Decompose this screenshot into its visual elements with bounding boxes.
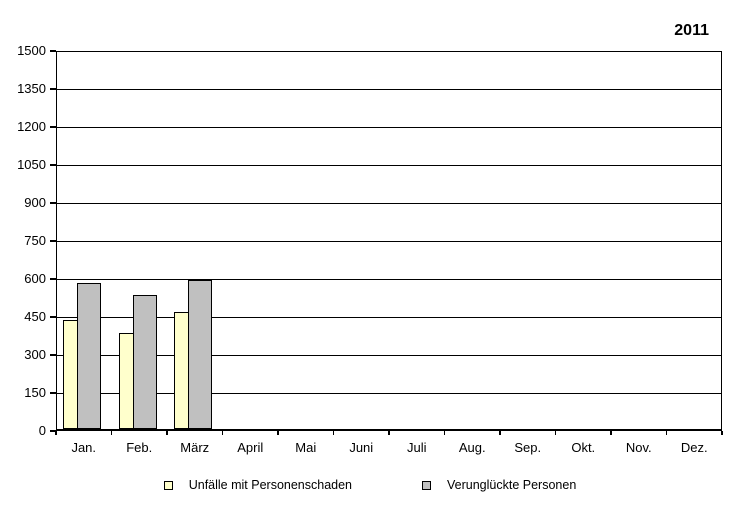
x-axis-tick (610, 431, 612, 435)
x-axis-tick (721, 431, 723, 435)
x-axis-tick (554, 431, 557, 435)
gridline-300 (57, 355, 721, 357)
bar-unfaelle-feb (118, 333, 134, 429)
legend: Unfälle mit Personenschaden Verunglückte … (0, 478, 740, 493)
x-axis-tick (277, 431, 279, 435)
x-axis-tick (388, 431, 390, 435)
y-axis-tick-label: 0 (38, 423, 46, 438)
y-axis-tick-label: 1050 (17, 157, 46, 172)
x-axis-tick (166, 431, 168, 435)
y-axis-tick (50, 392, 56, 394)
y-axis-tick (50, 240, 56, 242)
gridline-1050 (57, 165, 721, 167)
y-axis-tick (50, 316, 56, 318)
x-axis-tick (443, 431, 446, 435)
bar-verunglueckte-märz (188, 280, 213, 429)
legend-item-unfaelle: Unfälle mit Personenschaden (163, 478, 353, 493)
y-axis-tick-label: 450 (24, 309, 46, 324)
x-axis-tick (110, 431, 113, 435)
x-axis-label-aug: Aug. (458, 440, 486, 455)
y-axis-tick-label: 900 (24, 195, 46, 210)
gridline-750 (57, 241, 721, 243)
legend-marker-unfaelle (163, 481, 173, 490)
y-axis-tick (50, 354, 56, 356)
plot-area (56, 51, 722, 431)
y-axis-tick-label: 750 (24, 233, 46, 248)
bar-unfaelle-jan (63, 320, 79, 429)
y-axis-tick (50, 88, 56, 90)
gridline-900 (57, 203, 721, 205)
x-axis-label-mai: Mai (295, 440, 317, 455)
x-axis-tick (499, 431, 501, 435)
gridline-1350 (57, 89, 721, 91)
y-axis-tick (50, 278, 56, 280)
gridline-150 (57, 393, 721, 395)
legend-label-unfaelle: Unfälle mit Personenschaden (188, 478, 353, 492)
bar-unfaelle-märz (174, 312, 190, 429)
x-axis-label-juli: Juli (406, 440, 427, 455)
bar-verunglueckte-feb (132, 295, 157, 429)
legend-label-verunglueckte: Verunglückte Personen (447, 478, 577, 492)
y-axis-tick-label: 1350 (17, 81, 46, 96)
legend-marker-verunglueckte (422, 481, 432, 490)
x-axis-label-dez: Dez. (680, 440, 708, 455)
y-axis-tick-label: 600 (24, 271, 46, 286)
legend-item-verunglueckte: Verunglückte Personen (422, 478, 576, 493)
y-axis-tick (50, 126, 56, 128)
x-axis-tick (665, 431, 668, 435)
x-axis-tick (221, 431, 224, 435)
x-axis-label-okt: Okt. (571, 440, 596, 455)
x-axis-label-sep: Sep. (514, 440, 542, 455)
x-axis-label-juni: Juni (349, 440, 374, 455)
y-axis-tick (50, 164, 56, 166)
y-axis-tick (50, 50, 56, 52)
x-axis-label-jan: Jan. (71, 440, 97, 455)
x-axis-tick (55, 431, 57, 435)
chart-year-title: 2011 (674, 22, 709, 39)
x-axis-label-märz: März (180, 440, 210, 455)
y-axis-tick-label: 150 (24, 385, 46, 400)
y-axis-tick-label: 300 (24, 347, 46, 362)
y-axis-tick-label: 1200 (17, 119, 46, 134)
gridline-1200 (57, 127, 721, 129)
x-axis-label-april: April (237, 440, 264, 455)
gridline-450 (57, 317, 721, 319)
y-axis-tick (50, 430, 56, 432)
y-axis-tick-label: 1500 (17, 43, 46, 58)
x-axis-label-feb: Feb. (126, 440, 153, 455)
x-axis-tick (332, 431, 335, 435)
x-axis-label-nov: Nov. (625, 440, 652, 455)
bar-verunglueckte-jan (77, 283, 102, 429)
y-axis-tick (50, 202, 56, 204)
gridline-600 (57, 279, 721, 281)
